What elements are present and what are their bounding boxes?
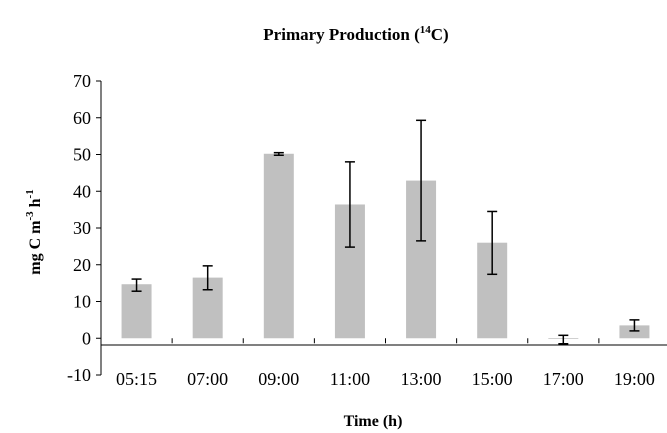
y-tick-label: 50	[73, 145, 91, 165]
y-tick-label: 0	[82, 328, 91, 348]
y-axis-title: mg C m-3 h-1	[24, 189, 44, 274]
y-tick-label: -10	[67, 365, 91, 385]
bar-0515	[121, 284, 152, 339]
x-tick-label: 19:00	[614, 369, 655, 389]
x-tick-label: 15:00	[472, 369, 513, 389]
bar-0900	[263, 153, 294, 339]
y-tick-label: 10	[73, 292, 91, 312]
x-axis-title: Time (h)	[344, 413, 403, 430]
x-tick-label: 05:15	[116, 369, 157, 389]
x-tick-label: 09:00	[258, 369, 299, 389]
x-tick-label: 17:00	[543, 369, 584, 389]
chart-title: Primary Production (14C)	[263, 24, 448, 44]
y-tick-label: 60	[73, 108, 91, 128]
bar-1900	[619, 325, 650, 339]
y-tick-label: 20	[73, 255, 91, 275]
y-tick-label: 70	[73, 71, 91, 91]
x-tick-label: 11:00	[330, 369, 370, 389]
x-tick-label: 07:00	[187, 369, 228, 389]
x-tick-label: 13:00	[401, 369, 442, 389]
y-tick-label: 40	[73, 181, 91, 201]
y-tick-label: 30	[73, 218, 91, 238]
